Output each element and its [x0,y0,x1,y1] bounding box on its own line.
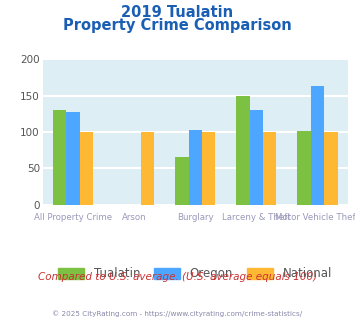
Bar [141,132,154,205]
Text: Burglary: Burglary [177,213,214,222]
Bar [66,112,80,205]
Bar [236,96,250,205]
Text: 2019 Tualatin: 2019 Tualatin [121,5,234,20]
Text: Property Crime Comparison: Property Crime Comparison [63,18,292,33]
Legend: Tualatin, Oregon, National: Tualatin, Oregon, National [54,263,337,285]
Bar [250,110,263,205]
Text: © 2025 CityRating.com - https://www.cityrating.com/crime-statistics/: © 2025 CityRating.com - https://www.city… [53,310,302,317]
Bar [297,131,311,205]
Bar [311,86,324,205]
Bar [189,130,202,205]
Bar [324,132,338,205]
Text: All Property Crime: All Property Crime [34,213,112,222]
Bar [53,110,66,205]
Text: Larceny & Theft: Larceny & Theft [222,213,291,222]
Bar [263,132,277,205]
Text: Motor Vehicle Theft: Motor Vehicle Theft [275,213,355,222]
Bar [175,157,189,205]
Text: Arson: Arson [122,213,147,222]
Text: Compared to U.S. average. (U.S. average equals 100): Compared to U.S. average. (U.S. average … [38,272,317,282]
Bar [202,132,215,205]
Bar [80,132,93,205]
